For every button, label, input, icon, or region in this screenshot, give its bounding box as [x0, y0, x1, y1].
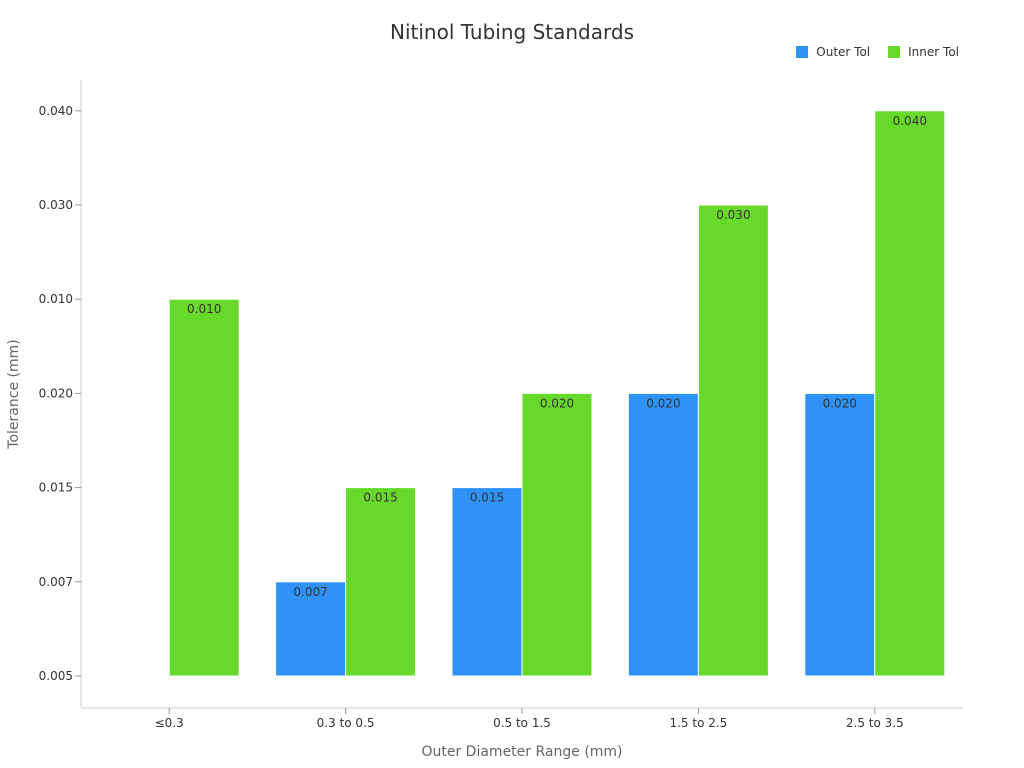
bar-inner: [521, 392, 593, 677]
y-tick-label: 0.030: [39, 198, 73, 212]
legend-label-outer: Outer Tol: [816, 45, 871, 59]
legend-swatch-inner: [888, 46, 901, 58]
bar-value-label: 0.015: [470, 491, 504, 505]
x-tick-label: 0.5 to 1.5: [493, 716, 551, 730]
bar-value-label: 0.020: [540, 396, 574, 410]
bar-inner: [168, 298, 240, 677]
bar-outer: [451, 487, 523, 677]
x-tick-label: 1.5 to 2.5: [669, 716, 727, 730]
bar-inner: [697, 204, 769, 677]
bar-outer: [804, 392, 876, 677]
y-axis-label: Tolerance (mm): [6, 339, 22, 449]
y-tick-label: 0.010: [39, 292, 73, 306]
bar-value-label: 0.020: [646, 396, 680, 410]
bar-value-label: 0.010: [187, 302, 221, 316]
y-tick-label: 0.007: [39, 575, 73, 589]
legend-swatch-outer: [796, 46, 809, 58]
bar-outer: [627, 392, 699, 677]
x-axis-label: Outer Diameter Range (mm): [421, 744, 622, 760]
chart-title: Nitinol Tubing Standards: [390, 20, 634, 44]
axes: 0.005 0.007 0.015 0.020 0.010 0.030 0.040 ≤0.3 0…: [39, 80, 963, 730]
x-tick-label: 0.3 to 0.5: [317, 716, 375, 730]
x-tick-label: 2.5 to 3.5: [846, 716, 904, 730]
x-tick-label: ≤0.3: [155, 716, 184, 730]
legend-item-outer: Outer Tol: [796, 45, 870, 59]
legend-item-inner: Inner Tol: [888, 45, 959, 59]
bar-value-label: 0.020: [823, 396, 857, 410]
legend: Outer Tol Inner Tol: [796, 45, 959, 59]
bar-value-label: 0.040: [893, 114, 927, 128]
y-tick-label: 0.005: [39, 669, 73, 683]
y-tick-label: 0.020: [39, 386, 73, 400]
bar-value-label: 0.007: [293, 585, 327, 599]
bar-value-label: 0.015: [363, 491, 397, 505]
bar-outer: [275, 581, 347, 677]
bar-inner: [345, 487, 417, 677]
legend-label-inner: Inner Tol: [908, 45, 959, 59]
y-tick-label: 0.040: [39, 104, 73, 118]
bars: [168, 110, 946, 677]
bar-inner: [874, 110, 946, 677]
bar-labels: 0.010 0.007 0.015 0.015 0.020 0.020 0.030 0.020…: [187, 114, 927, 599]
y-tick-label: 0.015: [39, 481, 73, 495]
bar-value-label: 0.030: [716, 208, 750, 222]
